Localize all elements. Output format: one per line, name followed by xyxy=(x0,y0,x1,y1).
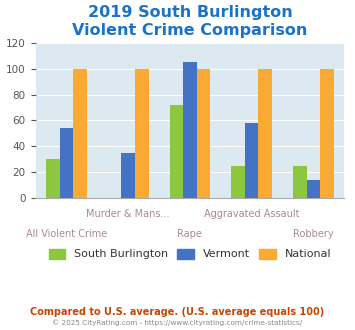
Bar xyxy=(258,69,272,198)
Bar xyxy=(231,166,245,198)
Bar xyxy=(46,159,60,198)
Legend: South Burlington, Vermont, National: South Burlington, Vermont, National xyxy=(44,244,335,264)
Bar xyxy=(197,69,210,198)
Bar xyxy=(307,180,320,198)
Bar xyxy=(245,123,258,198)
Bar xyxy=(121,153,135,198)
Bar xyxy=(135,69,148,198)
Text: © 2025 CityRating.com - https://www.cityrating.com/crime-statistics/: © 2025 CityRating.com - https://www.city… xyxy=(53,319,302,326)
Bar xyxy=(73,69,87,198)
Bar xyxy=(60,128,73,198)
Text: Rape: Rape xyxy=(178,229,202,239)
Bar xyxy=(320,69,334,198)
Text: All Violent Crime: All Violent Crime xyxy=(26,229,107,239)
Text: Robbery: Robbery xyxy=(293,229,334,239)
Text: Aggravated Assault: Aggravated Assault xyxy=(204,209,300,219)
Text: Murder & Mans...: Murder & Mans... xyxy=(86,209,170,219)
Bar xyxy=(293,166,307,198)
Text: Compared to U.S. average. (U.S. average equals 100): Compared to U.S. average. (U.S. average … xyxy=(31,307,324,317)
Bar xyxy=(170,105,183,198)
Title: 2019 South Burlington
Violent Crime Comparison: 2019 South Burlington Violent Crime Comp… xyxy=(72,5,308,38)
Bar xyxy=(183,62,197,198)
